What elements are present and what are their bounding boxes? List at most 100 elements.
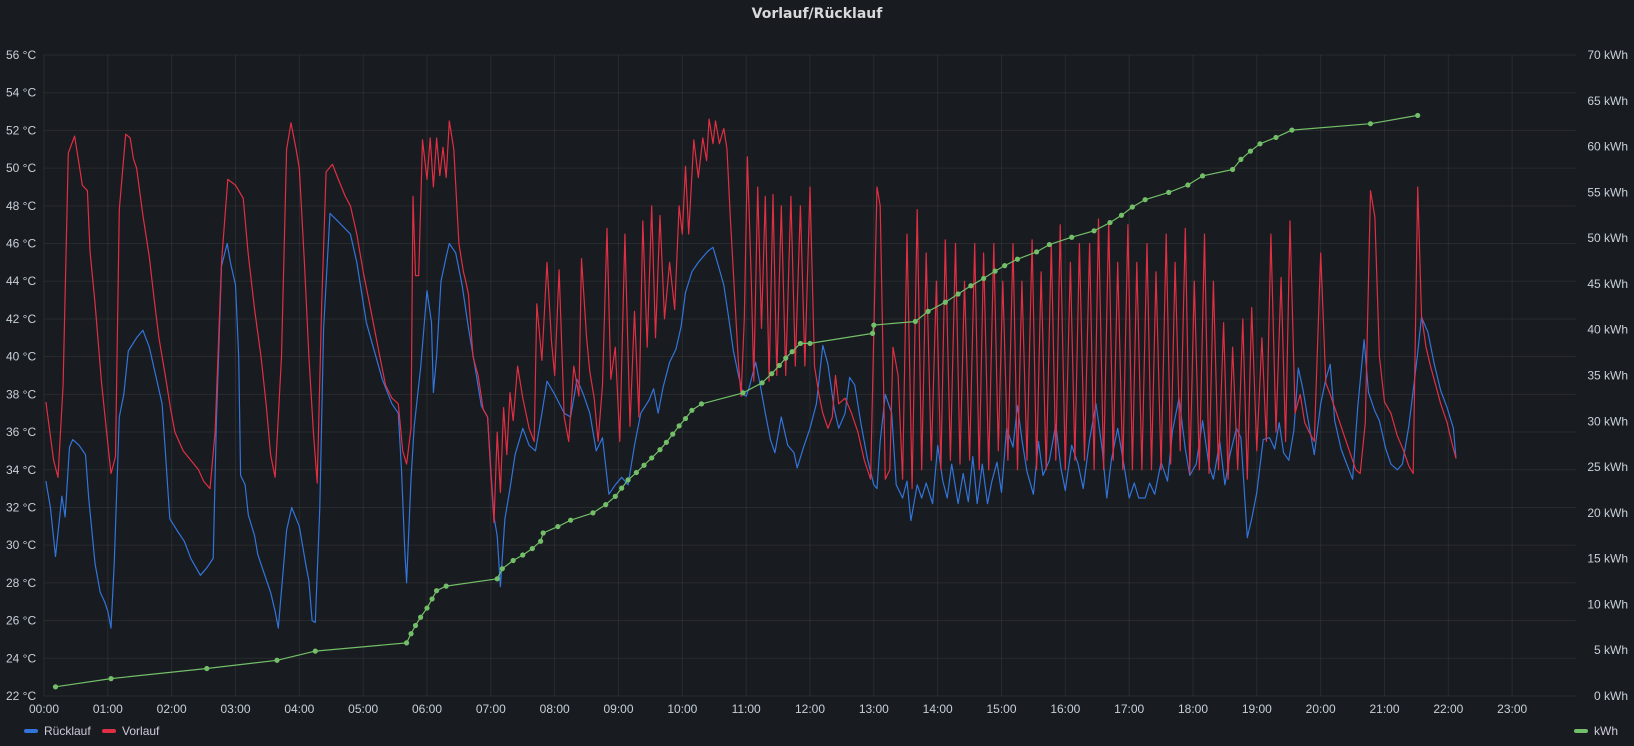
x-tick-label: 07:00	[476, 702, 506, 716]
data-point-kwh	[538, 538, 544, 544]
data-point-kwh	[955, 291, 961, 297]
x-tick-label: 12:00	[795, 702, 825, 716]
data-point-kwh	[408, 631, 414, 637]
x-tick-label: 21:00	[1369, 702, 1399, 716]
y-left-tick-label: 56 °C	[6, 48, 36, 62]
data-point-kwh	[981, 275, 987, 282]
data-point-kwh	[776, 362, 782, 369]
data-point-kwh	[1118, 212, 1125, 218]
data-point-kwh	[1199, 173, 1206, 179]
x-tick-label: 02:00	[157, 702, 187, 716]
data-point-kwh	[619, 485, 625, 491]
data-point-kwh	[499, 566, 505, 572]
data-point-kwh	[612, 493, 618, 499]
data-point-kwh	[443, 583, 449, 589]
y-left-tick-label: 30 °C	[6, 538, 36, 552]
x-tick-label: 17:00	[1114, 702, 1144, 716]
data-point-kwh	[1107, 219, 1113, 226]
data-point-kwh	[403, 640, 410, 646]
x-tick-label: 01:00	[93, 702, 123, 716]
y-right-tick-label: 25 kWh	[1587, 460, 1628, 474]
data-point-kwh	[433, 588, 440, 594]
x-tick-label: 04:00	[284, 702, 314, 716]
data-point-kwh	[657, 447, 663, 453]
data-point-kwh	[590, 510, 596, 516]
data-point-kwh	[418, 614, 424, 620]
data-point-kwh	[740, 390, 746, 396]
data-point-kwh	[769, 371, 775, 377]
x-tick-label: 10:00	[667, 702, 697, 716]
x-tick-label: 23:00	[1497, 702, 1527, 716]
y-left-tick-label: 36 °C	[6, 425, 36, 439]
y-left-tick-label: 50 °C	[6, 161, 36, 175]
data-point-kwh	[871, 322, 877, 328]
x-tick-label: 20:00	[1306, 702, 1336, 716]
y-right-tick-label: 30 kWh	[1587, 414, 1628, 428]
data-point-kwh	[633, 469, 639, 476]
legend-swatch-kwh	[1574, 729, 1588, 733]
data-point-kwh	[108, 676, 114, 682]
series-line-ruecklauf	[45, 212, 1457, 629]
data-point-kwh	[676, 423, 682, 429]
x-tick-label: 06:00	[412, 702, 442, 716]
y-right-tick-label: 65 kWh	[1587, 94, 1628, 108]
x-tick-label: 19:00	[1242, 702, 1272, 716]
x-tick-label: 18:00	[1178, 702, 1208, 716]
data-point-kwh	[968, 283, 974, 289]
y-left-tick-label: 40 °C	[6, 350, 36, 364]
data-point-kwh	[1238, 156, 1244, 162]
legend-label-vorlauf: Vorlauf	[122, 724, 160, 738]
y-left-tick-label: 24 °C	[6, 651, 36, 665]
legend-swatch-vorlauf	[102, 729, 117, 733]
y-left-tick-label: 28 °C	[6, 576, 36, 590]
legend-item-ruecklauf[interactable]: Rücklauf	[24, 724, 91, 738]
legend-right: kWh	[1574, 722, 1618, 738]
data-point-kwh	[540, 530, 546, 536]
y-right-tick-label: 0 kWh	[1594, 689, 1628, 703]
y-right-tick-label: 20 kWh	[1587, 506, 1628, 520]
data-point-kwh	[869, 330, 876, 336]
y-left-tick-label: 32 °C	[6, 500, 36, 514]
data-point-kwh	[52, 684, 59, 690]
y-right-tick-label: 70 kWh	[1587, 48, 1628, 62]
data-point-kwh	[1247, 148, 1254, 154]
series-line-kwh	[55, 114, 1418, 688]
data-point-kwh	[641, 462, 647, 468]
data-point-kwh	[925, 308, 931, 314]
legend-item-kwh[interactable]: kWh	[1574, 724, 1618, 738]
y-left-tick-label: 48 °C	[6, 199, 36, 213]
panel-title: Vorlauf/Rücklauf	[751, 6, 883, 22]
legend-item-vorlauf[interactable]: Vorlauf	[102, 724, 159, 738]
x-tick-label: 14:00	[923, 702, 953, 716]
legend-left: Rücklauf Vorlauf	[24, 722, 167, 738]
data-point-kwh	[520, 552, 526, 558]
x-tick-label: 09:00	[603, 702, 633, 716]
x-tick-label: 11:00	[732, 702, 761, 716]
y-right-tick-label: 50 kWh	[1587, 231, 1628, 245]
data-point-kwh	[1002, 263, 1008, 269]
data-point-kwh	[789, 349, 795, 355]
x-tick-label: 22:00	[1433, 702, 1463, 716]
data-point-kwh	[1229, 166, 1236, 173]
y-left-tick-label: 26 °C	[6, 614, 36, 628]
data-point-kwh	[1367, 121, 1374, 127]
data-point-kwh	[912, 318, 918, 325]
data-point-kwh	[424, 605, 430, 611]
legend-label-kwh: kWh	[1594, 724, 1618, 738]
data-point-kwh	[274, 657, 280, 663]
x-tick-label: 15:00	[986, 702, 1016, 716]
data-point-kwh	[1415, 112, 1421, 119]
y-left-tick-label: 52 °C	[6, 123, 36, 137]
x-tick-label: 00:00	[29, 702, 59, 716]
data-point-kwh	[942, 299, 948, 305]
data-point-kwh	[1289, 127, 1295, 133]
y-right-tick-label: 15 kWh	[1587, 552, 1628, 566]
data-point-kwh	[429, 596, 435, 602]
x-tick-label: 03:00	[220, 702, 250, 716]
y-left-tick-label: 44 °C	[6, 274, 36, 288]
data-point-kwh	[783, 355, 789, 361]
data-point-kwh	[1142, 197, 1148, 203]
data-point-kwh	[510, 557, 516, 564]
data-point-kwh	[649, 455, 655, 461]
